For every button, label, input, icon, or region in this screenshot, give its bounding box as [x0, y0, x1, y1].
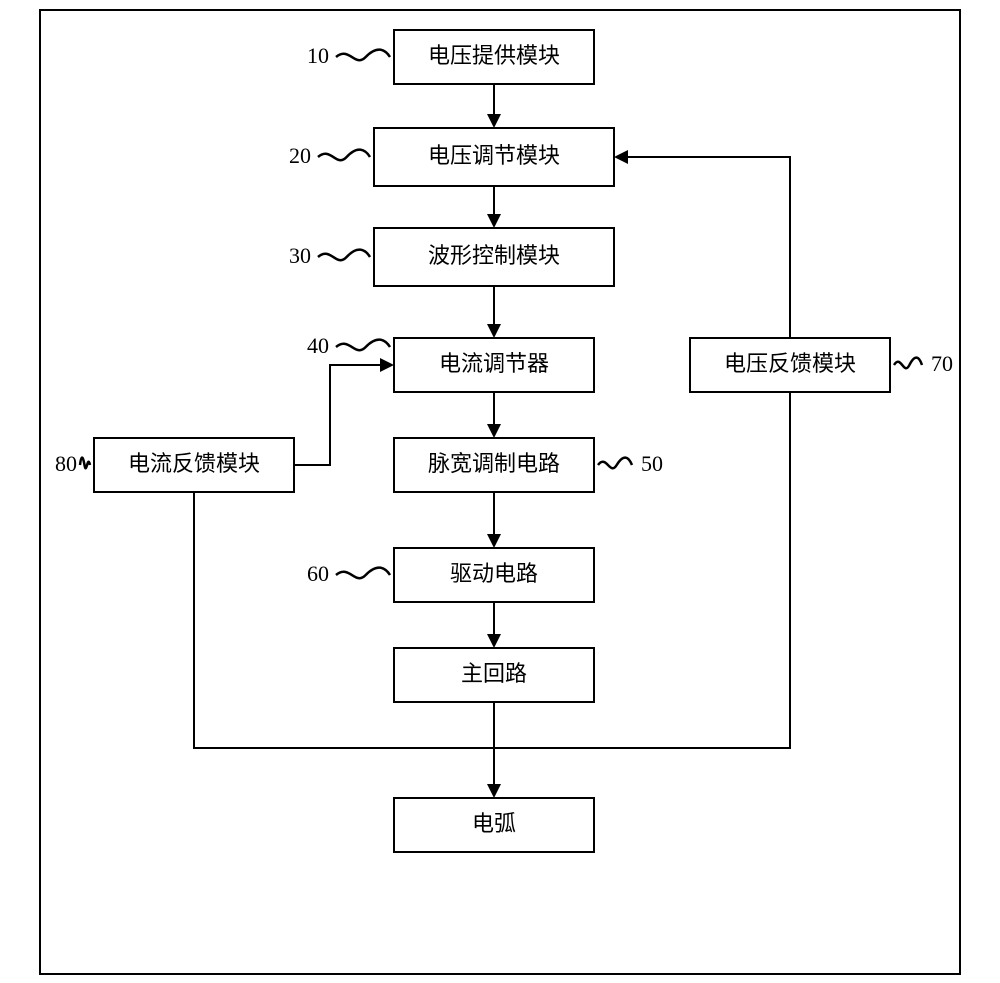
- ref-squiggle: [80, 458, 90, 469]
- edge: [628, 157, 790, 338]
- node-n10: 电压提供模块: [394, 30, 594, 84]
- node-label: 电弧: [472, 811, 516, 836]
- ref-number: 10: [307, 43, 329, 68]
- ref-squiggle: [336, 340, 390, 351]
- ref-squiggle: [318, 150, 370, 161]
- ref-number: 40: [307, 333, 329, 358]
- node-n40: 电流调节器: [394, 338, 594, 392]
- node-label: 脉宽调制电路: [428, 451, 560, 476]
- ref-number: 60: [307, 561, 329, 586]
- ref-number: 20: [289, 143, 311, 168]
- ref-squiggle: [318, 250, 370, 261]
- edge: [194, 492, 494, 748]
- node-label: 波形控制模块: [428, 243, 560, 268]
- node-n70: 电压反馈模块: [690, 338, 890, 392]
- nodes-layer: 电压提供模块电压调节模块波形控制模块电流调节器 电压反馈模块电流反馈模块 脉宽调制电…: [94, 30, 890, 852]
- node-n60: 驱动电路: [394, 548, 594, 602]
- node-n30: 波形控制模块: [374, 228, 614, 286]
- edge: [294, 365, 380, 465]
- ref-squiggle: [336, 568, 390, 579]
- ref-number: 30: [289, 243, 311, 268]
- node-nMain: 主回路: [394, 648, 594, 702]
- ref-number: 70: [931, 351, 953, 376]
- ref-number: 50: [641, 451, 663, 476]
- node-label: 电流调节器: [439, 351, 549, 376]
- ref-squiggle: [894, 358, 922, 369]
- node-label: 驱动电路: [450, 561, 538, 586]
- node-label: 电压调节模块: [428, 143, 560, 168]
- node-n80: 电流反馈模块: [94, 438, 294, 492]
- node-label: 电压提供模块: [428, 43, 560, 68]
- node-n20: 电压调节模块: [374, 128, 614, 186]
- node-nArc: 电弧: [394, 798, 594, 852]
- node-label: 主回路: [461, 661, 527, 686]
- ref-squiggle: [598, 458, 632, 469]
- node-n50: 脉宽调制电路: [394, 438, 594, 492]
- tags-layer: 10 20 30 40 70 80 50 60: [55, 43, 953, 586]
- ref-squiggle: [336, 50, 390, 61]
- node-label: 电流反馈模块: [128, 451, 260, 476]
- node-label: 电压反馈模块: [724, 351, 856, 376]
- ref-number: 80: [55, 451, 77, 476]
